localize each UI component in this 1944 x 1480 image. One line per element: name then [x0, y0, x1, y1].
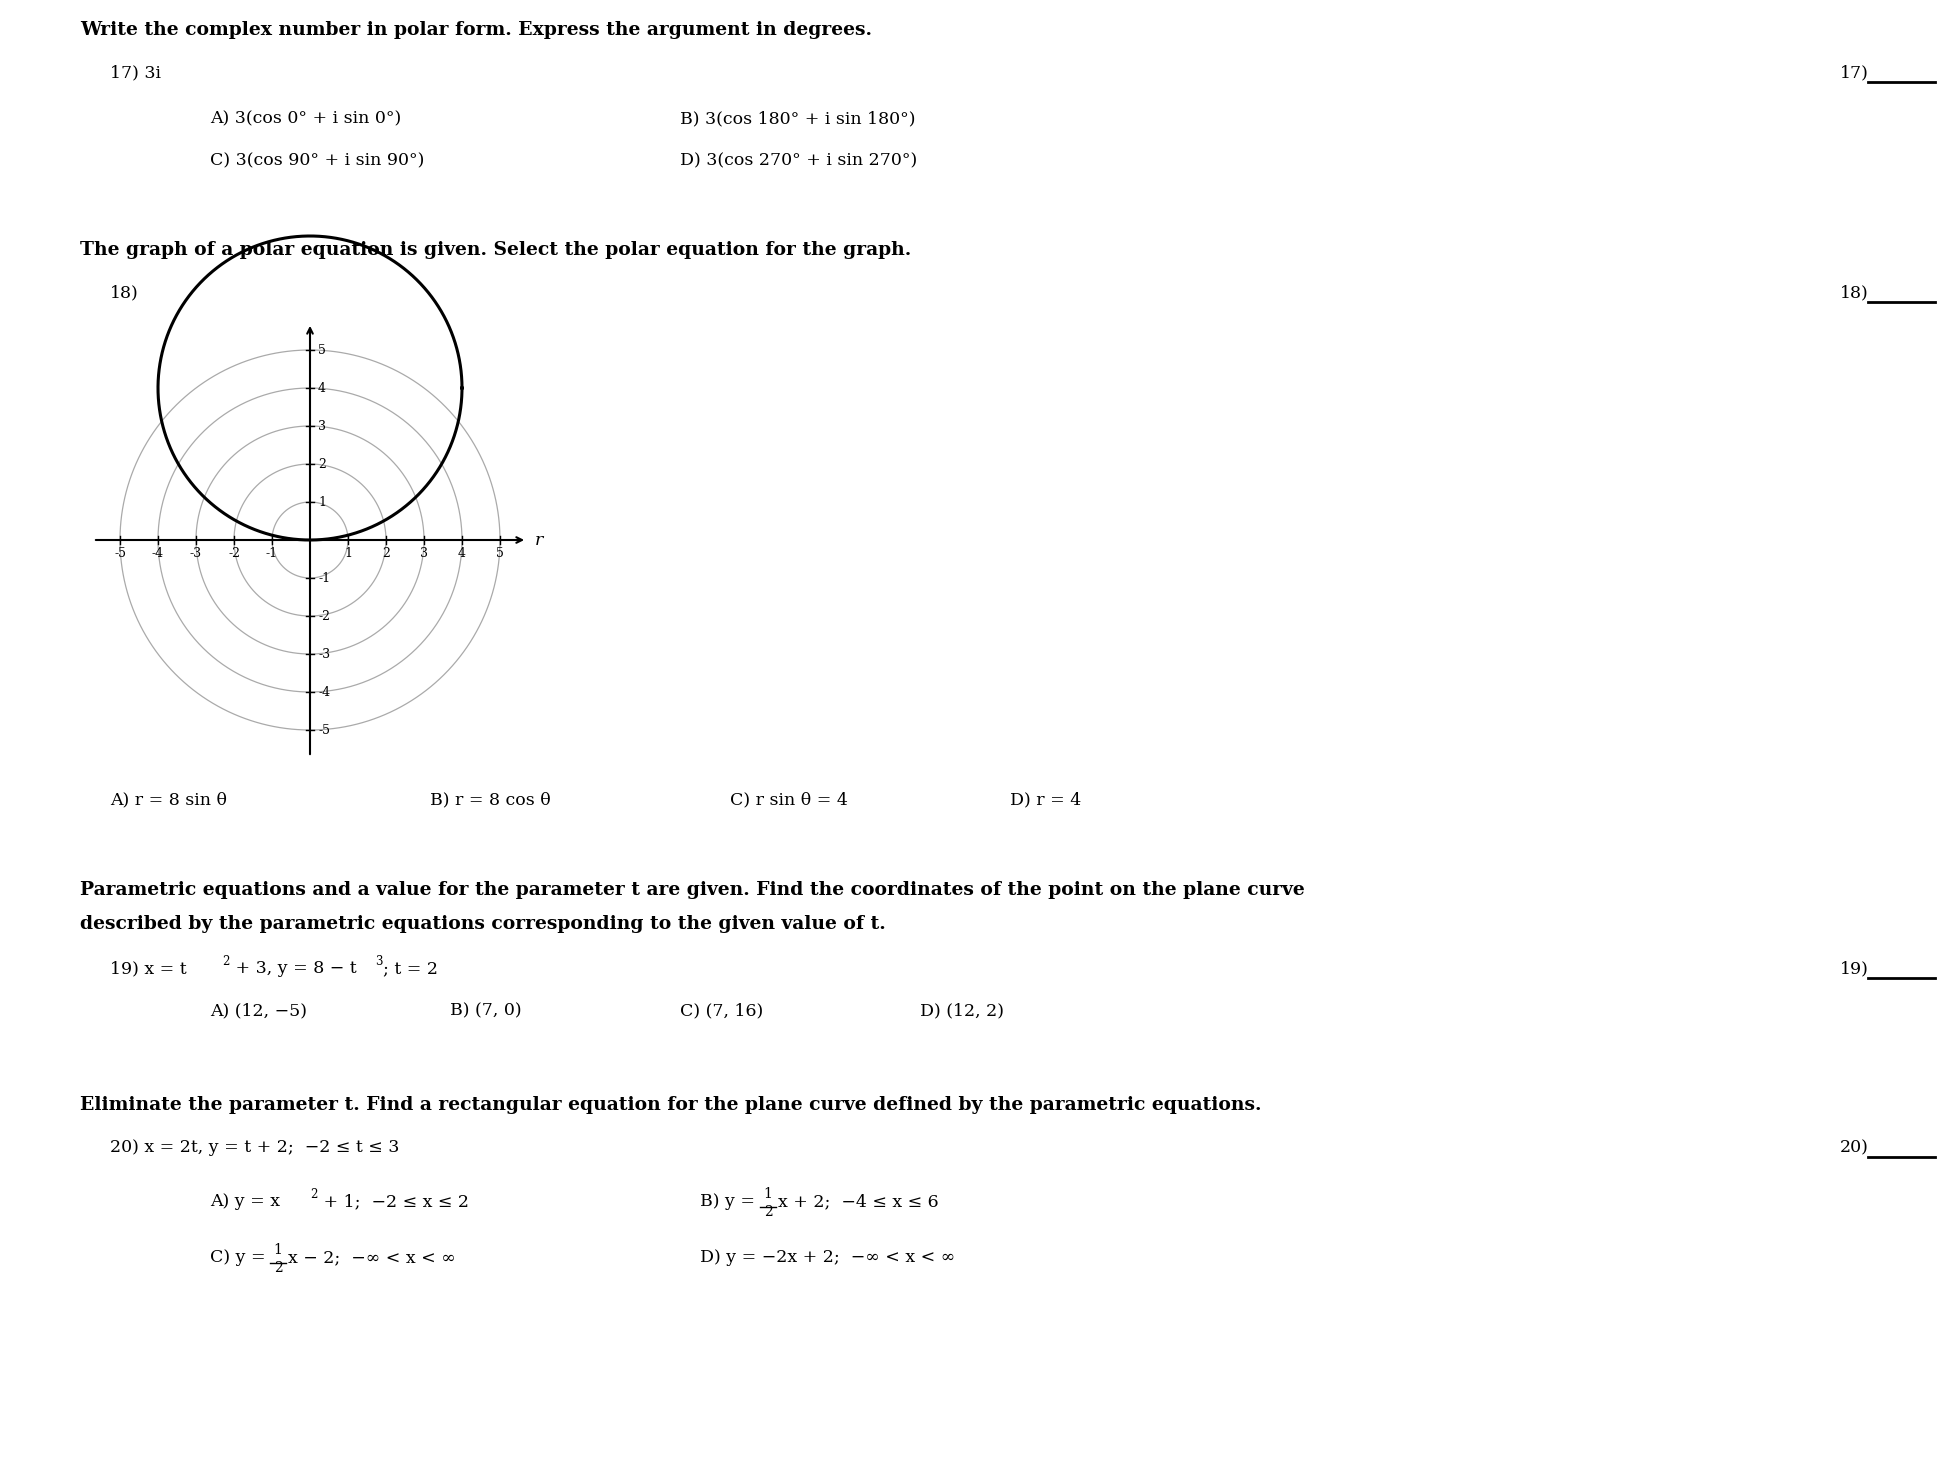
Text: 2: 2 [222, 955, 229, 968]
Text: 5: 5 [496, 548, 503, 559]
Text: 1: 1 [764, 1187, 772, 1200]
Text: A) r = 8 sin θ: A) r = 8 sin θ [111, 790, 227, 808]
Text: 3: 3 [375, 955, 383, 968]
Text: -5: -5 [115, 548, 126, 559]
Text: 1: 1 [319, 496, 327, 509]
Text: 2: 2 [309, 1188, 317, 1200]
Text: C) (7, 16): C) (7, 16) [680, 1002, 764, 1020]
Text: Eliminate the parameter t. Find a rectangular equation for the plane curve defin: Eliminate the parameter t. Find a rectan… [80, 1097, 1262, 1114]
Text: The graph of a polar equation is given. Select the polar equation for the graph.: The graph of a polar equation is given. … [80, 241, 912, 259]
Text: x − 2;  −∞ < x < ∞: x − 2; −∞ < x < ∞ [288, 1249, 455, 1265]
Text: D) (12, 2): D) (12, 2) [920, 1002, 1003, 1020]
Text: + 1;  −2 ≤ x ≤ 2: + 1; −2 ≤ x ≤ 2 [319, 1193, 469, 1211]
Text: 20) x = 2t, y = t + 2;  −2 ≤ t ≤ 3: 20) x = 2t, y = t + 2; −2 ≤ t ≤ 3 [111, 1140, 399, 1156]
Text: 18): 18) [111, 284, 138, 300]
Text: 20): 20) [1841, 1140, 1868, 1156]
Text: -5: -5 [319, 724, 330, 737]
Text: 17) 3i: 17) 3i [111, 64, 161, 81]
Text: 3: 3 [319, 419, 327, 432]
Text: 18): 18) [1841, 284, 1868, 300]
Text: 1: 1 [274, 1243, 282, 1257]
Text: -4: -4 [319, 685, 330, 699]
Text: C) 3(cos 90° + i sin 90°): C) 3(cos 90° + i sin 90°) [210, 152, 424, 169]
Text: r: r [535, 531, 542, 549]
Text: 5: 5 [319, 343, 327, 357]
Text: -1: -1 [266, 548, 278, 559]
Text: -2: -2 [319, 610, 330, 623]
Text: A) y = x: A) y = x [210, 1193, 280, 1211]
Text: 2: 2 [383, 548, 391, 559]
Text: B) r = 8 cos θ: B) r = 8 cos θ [430, 790, 550, 808]
Text: 17): 17) [1841, 64, 1868, 81]
Text: 2: 2 [274, 1261, 282, 1274]
Text: 3: 3 [420, 548, 428, 559]
Text: 19): 19) [1841, 961, 1868, 977]
Text: Parametric equations and a value for the parameter t are given. Find the coordin: Parametric equations and a value for the… [80, 881, 1304, 898]
Text: described by the parametric equations corresponding to the given value of t.: described by the parametric equations co… [80, 915, 886, 932]
Text: -3: -3 [191, 548, 202, 559]
Text: 4: 4 [319, 382, 327, 395]
Text: 4: 4 [459, 548, 467, 559]
Text: 19) x = t: 19) x = t [111, 961, 187, 977]
Text: 1: 1 [344, 548, 352, 559]
Text: Write the complex number in polar form. Express the argument in degrees.: Write the complex number in polar form. … [80, 21, 873, 38]
Text: A) (12, −5): A) (12, −5) [210, 1002, 307, 1020]
Text: -1: -1 [319, 571, 330, 585]
Text: D) y = −2x + 2;  −∞ < x < ∞: D) y = −2x + 2; −∞ < x < ∞ [700, 1249, 955, 1265]
Text: 2: 2 [319, 457, 327, 471]
Text: A) 3(cos 0° + i sin 0°): A) 3(cos 0° + i sin 0°) [210, 110, 400, 127]
Text: B) 3(cos 180° + i sin 180°): B) 3(cos 180° + i sin 180°) [680, 110, 916, 127]
Text: x + 2;  −4 ≤ x ≤ 6: x + 2; −4 ≤ x ≤ 6 [778, 1193, 939, 1211]
Text: C) r sin θ = 4: C) r sin θ = 4 [731, 790, 848, 808]
Text: B) y =: B) y = [700, 1193, 760, 1211]
Text: -4: -4 [152, 548, 163, 559]
Text: D) r = 4: D) r = 4 [1011, 790, 1081, 808]
Text: C) y =: C) y = [210, 1249, 270, 1265]
Text: B) (7, 0): B) (7, 0) [449, 1002, 521, 1020]
Text: ; t = 2: ; t = 2 [383, 961, 437, 977]
Text: D) 3(cos 270° + i sin 270°): D) 3(cos 270° + i sin 270°) [680, 152, 918, 169]
Text: -2: -2 [227, 548, 239, 559]
Text: -3: -3 [319, 648, 330, 660]
Text: + 3, y = 8 − t: + 3, y = 8 − t [229, 961, 356, 977]
Text: 2: 2 [764, 1205, 772, 1220]
